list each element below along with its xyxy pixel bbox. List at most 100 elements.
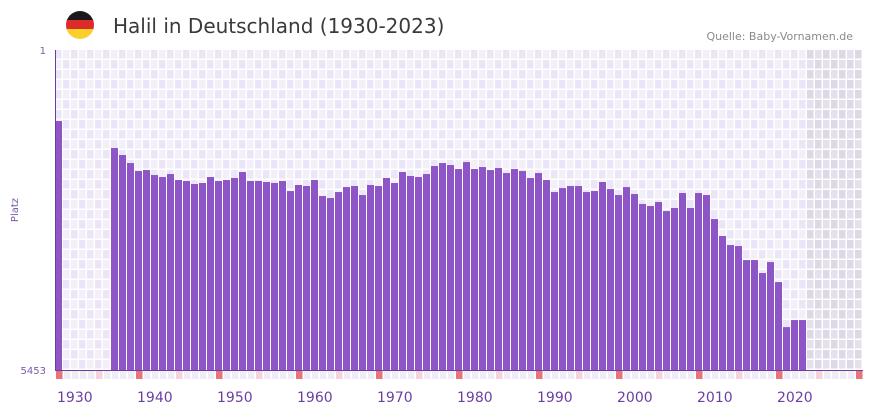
bar-2017[interactable] xyxy=(751,260,758,370)
bar-1969[interactable] xyxy=(367,184,374,370)
bar-1943[interactable] xyxy=(159,177,166,370)
bar-1998[interactable] xyxy=(599,182,606,370)
bar-2011[interactable] xyxy=(703,195,710,370)
bar-1968[interactable] xyxy=(359,195,366,370)
bar-1940[interactable] xyxy=(135,171,142,370)
bar-1982[interactable] xyxy=(471,169,478,370)
bar-1930[interactable] xyxy=(55,121,62,370)
bar-2018[interactable] xyxy=(759,273,766,370)
bar-1962[interactable] xyxy=(311,180,318,370)
grid-cell xyxy=(751,130,758,139)
bar-1954[interactable] xyxy=(247,181,254,370)
bar-1938[interactable] xyxy=(119,155,126,370)
grid-cell xyxy=(367,70,374,79)
bar-1972[interactable] xyxy=(391,183,398,370)
bar-1987[interactable] xyxy=(511,169,518,370)
bar-1977[interactable] xyxy=(431,166,438,370)
bar-2001[interactable] xyxy=(623,187,630,370)
bar-1960[interactable] xyxy=(295,184,302,370)
bar-1999[interactable] xyxy=(607,189,614,370)
bar-1980[interactable] xyxy=(455,169,462,370)
bar-2000[interactable] xyxy=(615,195,622,370)
bar-1974[interactable] xyxy=(407,176,414,370)
bar-2005[interactable] xyxy=(655,202,662,370)
bar-1957[interactable] xyxy=(271,183,278,370)
bar-2021[interactable] xyxy=(783,327,790,370)
bar-1981[interactable] xyxy=(463,162,470,370)
bar-2022[interactable] xyxy=(791,320,798,370)
bar-1985[interactable] xyxy=(495,168,502,370)
bar-1994[interactable] xyxy=(567,185,574,370)
bar-2006[interactable] xyxy=(663,211,670,370)
bar-2023[interactable] xyxy=(799,320,806,370)
bar-1950[interactable] xyxy=(215,181,222,370)
bar-2020[interactable] xyxy=(775,282,782,370)
bar-1956[interactable] xyxy=(263,182,270,370)
bar-1942[interactable] xyxy=(151,175,158,370)
bar-1959[interactable] xyxy=(287,191,294,370)
bar-1966[interactable] xyxy=(343,187,350,370)
grid-cell xyxy=(431,100,438,109)
bar-1991[interactable] xyxy=(543,180,550,370)
grid-cell xyxy=(239,140,246,149)
grid-cell xyxy=(807,360,814,369)
bar-2013[interactable] xyxy=(719,236,726,370)
bar-2016[interactable] xyxy=(743,260,750,370)
bar-1990[interactable] xyxy=(535,173,542,370)
bar-2015[interactable] xyxy=(735,246,742,370)
bar-1993[interactable] xyxy=(559,188,566,370)
bar-1963[interactable] xyxy=(319,196,326,370)
bar-1983[interactable] xyxy=(479,167,486,370)
grid-cell xyxy=(719,170,726,179)
bar-2009[interactable] xyxy=(687,208,694,370)
bar-1946[interactable] xyxy=(183,181,190,370)
bar-1941[interactable] xyxy=(143,170,150,370)
bar-2014[interactable] xyxy=(727,245,734,370)
bar-1947[interactable] xyxy=(191,183,198,370)
bar-1955[interactable] xyxy=(255,181,262,370)
bar-1945[interactable] xyxy=(175,180,182,370)
bar-1976[interactable] xyxy=(423,174,430,370)
bar-1970[interactable] xyxy=(375,185,382,370)
bar-1964[interactable] xyxy=(327,198,334,370)
bar-1979[interactable] xyxy=(447,165,454,370)
bar-1944[interactable] xyxy=(167,174,174,370)
bar-1948[interactable] xyxy=(199,183,206,370)
bar-2019[interactable] xyxy=(767,262,774,370)
bar-2002[interactable] xyxy=(631,194,638,370)
bar-1973[interactable] xyxy=(399,172,406,370)
grid-cell xyxy=(103,120,110,129)
grid-cell xyxy=(95,60,102,69)
bar-1971[interactable] xyxy=(383,178,390,370)
bar-1958[interactable] xyxy=(279,181,286,370)
bar-2010[interactable] xyxy=(695,193,702,370)
bar-2004[interactable] xyxy=(647,206,654,370)
bar-1967[interactable] xyxy=(351,185,358,370)
grid-cell xyxy=(847,280,854,289)
bar-1992[interactable] xyxy=(551,192,558,370)
bar-1939[interactable] xyxy=(127,163,134,370)
bar-1986[interactable] xyxy=(503,173,510,370)
grid-cell xyxy=(807,140,814,149)
bar-2007[interactable] xyxy=(671,208,678,370)
bar-1984[interactable] xyxy=(487,170,494,370)
bar-1952[interactable] xyxy=(231,178,238,370)
bar-1965[interactable] xyxy=(335,192,342,370)
bar-2012[interactable] xyxy=(711,219,718,370)
bar-1996[interactable] xyxy=(583,192,590,370)
bar-1937[interactable] xyxy=(111,148,118,370)
bar-1978[interactable] xyxy=(439,163,446,370)
bar-1997[interactable] xyxy=(591,191,598,370)
grid-cell xyxy=(559,150,566,159)
bar-1961[interactable] xyxy=(303,185,310,370)
bar-1975[interactable] xyxy=(415,177,422,370)
bar-1995[interactable] xyxy=(575,185,582,370)
bar-1988[interactable] xyxy=(519,171,526,370)
grid-cell xyxy=(511,100,518,109)
bar-2003[interactable] xyxy=(639,204,646,370)
bar-1953[interactable] xyxy=(239,172,246,370)
bar-1949[interactable] xyxy=(207,177,214,370)
bar-1951[interactable] xyxy=(223,180,230,370)
bar-2008[interactable] xyxy=(679,193,686,370)
bar-1989[interactable] xyxy=(527,178,534,370)
